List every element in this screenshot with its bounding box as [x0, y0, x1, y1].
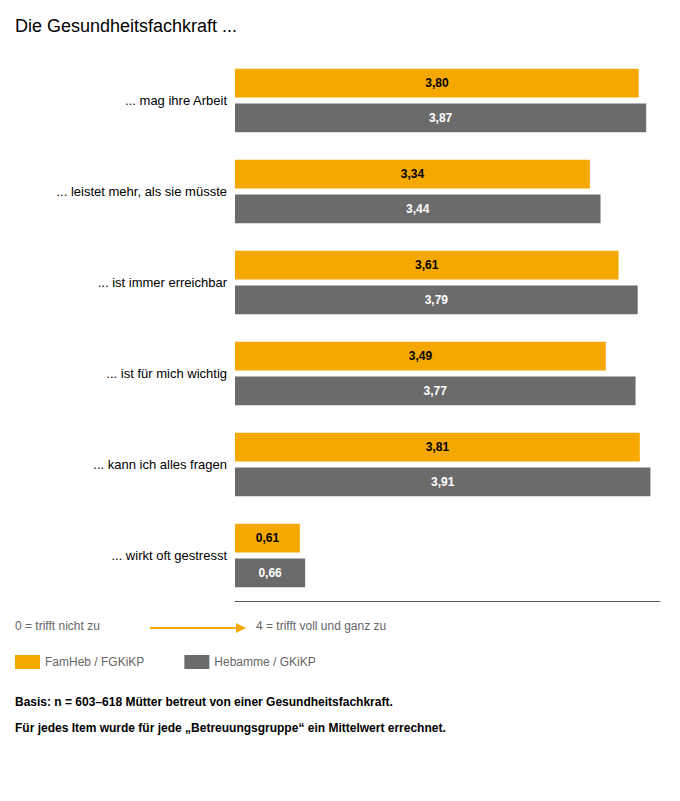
svg-text:3,79: 3,79 [425, 293, 449, 307]
svg-text:3,44: 3,44 [406, 202, 430, 216]
svg-text:3,87: 3,87 [429, 111, 453, 125]
svg-text:Hebamme / GKiKP: Hebamme / GKiKP [214, 655, 315, 669]
svg-text:3,81: 3,81 [426, 440, 450, 454]
svg-text:4 = trifft voll und ganz zu: 4 = trifft voll und ganz zu [256, 619, 386, 633]
svg-text:3,80: 3,80 [425, 76, 449, 90]
svg-text:Die Gesundheitsfachkraft ...: Die Gesundheitsfachkraft ... [15, 16, 237, 36]
svg-text:3,34: 3,34 [401, 167, 425, 181]
svg-text:Basis: n = 603–618 Mütter betr: Basis: n = 603–618 Mütter betreut von ei… [15, 695, 393, 709]
svg-text:FamHeb / FGKiKP: FamHeb / FGKiKP [45, 655, 144, 669]
svg-text:... leistet mehr, als sie müss: ... leistet mehr, als sie müsste [56, 184, 227, 199]
svg-text:0,61: 0,61 [256, 531, 280, 545]
svg-text:0 = trifft nicht zu: 0 = trifft nicht zu [15, 619, 100, 633]
svg-text:3,49: 3,49 [409, 349, 433, 363]
svg-text:3,77: 3,77 [424, 384, 448, 398]
svg-text:3,91: 3,91 [431, 475, 455, 489]
svg-text:... mag ihre Arbeit: ... mag ihre Arbeit [125, 93, 227, 108]
svg-text:Für jedes Item wurde für jede: Für jedes Item wurde für jede „Betreuung… [15, 721, 446, 735]
svg-text:3,61: 3,61 [415, 258, 439, 272]
svg-text:... wirkt oft gestresst: ... wirkt oft gestresst [111, 548, 227, 563]
svg-text:0,66: 0,66 [258, 566, 282, 580]
svg-text:... ist immer erreichbar: ... ist immer erreichbar [98, 275, 228, 290]
svg-text:... kann ich alles fragen: ... kann ich alles fragen [93, 457, 227, 472]
svg-text:... ist für mich wichtig: ... ist für mich wichtig [106, 366, 227, 381]
